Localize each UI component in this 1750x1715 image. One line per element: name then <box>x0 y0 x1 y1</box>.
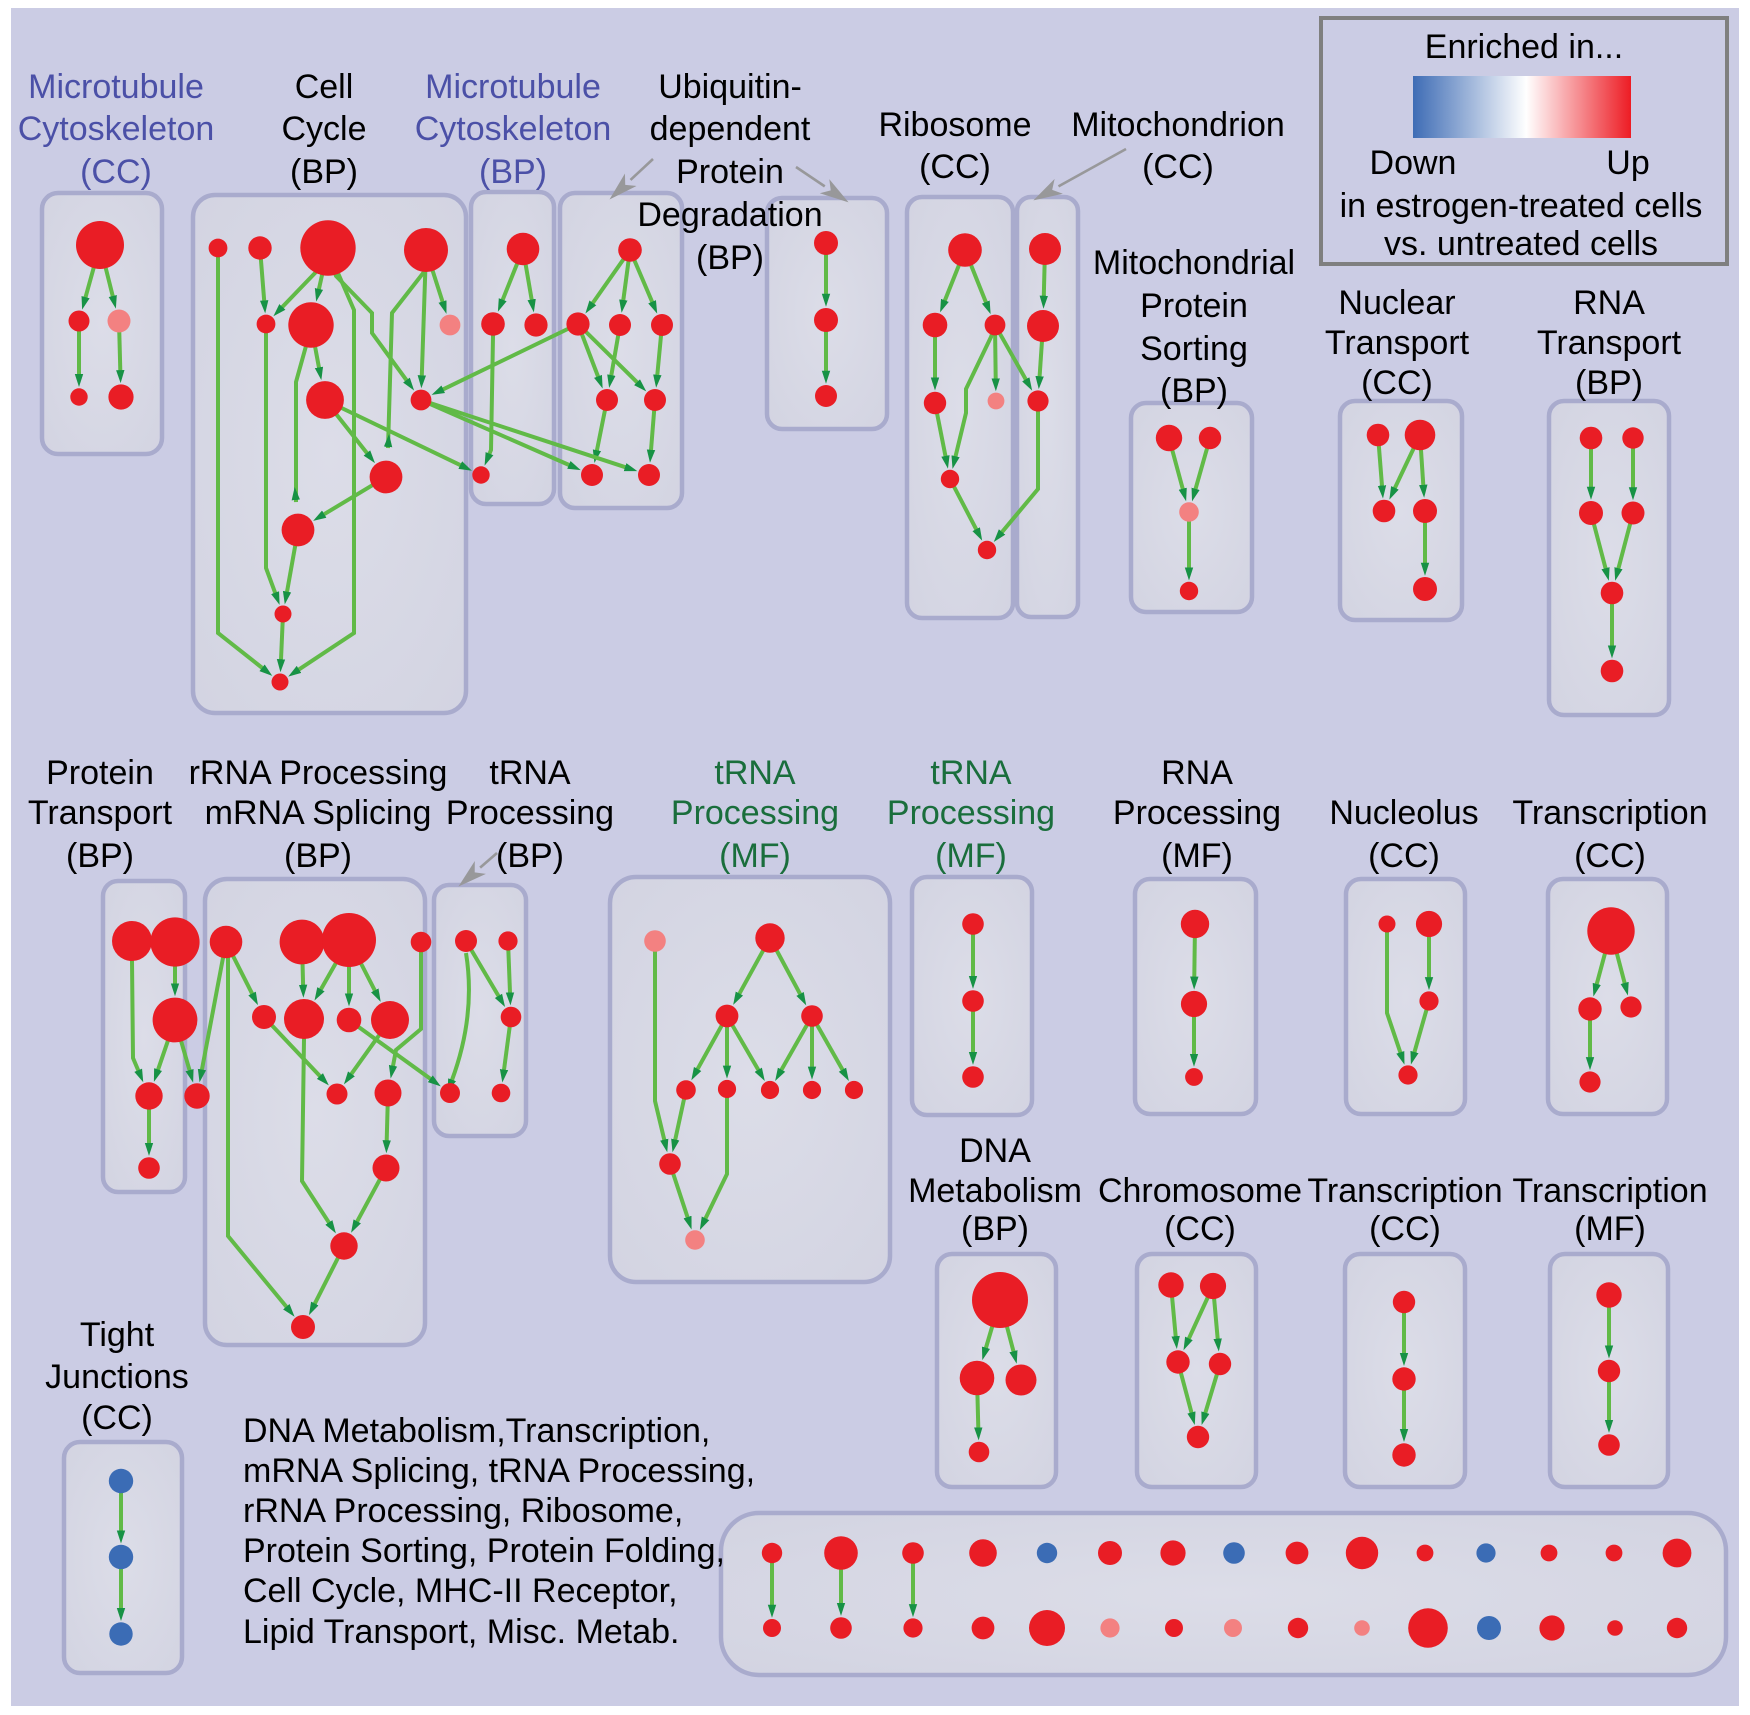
svg-text:in estrogen-treated cells: in estrogen-treated cells <box>1340 187 1703 225</box>
svg-text:Processing: Processing <box>671 794 839 832</box>
svg-text:Sorting: Sorting <box>1140 330 1248 368</box>
svg-text:(BP): (BP) <box>496 837 564 875</box>
svg-text:(MF): (MF) <box>1161 837 1233 875</box>
svg-text:Metabolism: Metabolism <box>908 1172 1082 1210</box>
svg-text:Nuclear: Nuclear <box>1338 284 1455 322</box>
svg-text:(MF): (MF) <box>719 837 791 875</box>
svg-text:Mitochondrion: Mitochondrion <box>1071 106 1285 144</box>
svg-text:(BP): (BP) <box>66 837 134 875</box>
svg-text:(CC): (CC) <box>1361 364 1433 402</box>
svg-text:(CC): (CC) <box>919 148 991 186</box>
svg-text:(CC): (CC) <box>81 1399 153 1437</box>
svg-text:(BP): (BP) <box>961 1210 1029 1248</box>
svg-text:rRNA Processing: rRNA Processing <box>189 754 448 792</box>
svg-text:(BP): (BP) <box>290 153 358 191</box>
svg-text:RNA: RNA <box>1161 754 1233 792</box>
svg-text:(MF): (MF) <box>935 837 1007 875</box>
svg-text:Down: Down <box>1370 144 1457 182</box>
svg-text:Cytoskeleton: Cytoskeleton <box>415 110 612 148</box>
svg-text:Cytoskeleton: Cytoskeleton <box>18 110 215 148</box>
svg-text:Processing: Processing <box>446 794 614 832</box>
svg-text:tRNA: tRNA <box>489 754 571 792</box>
svg-text:(CC): (CC) <box>1142 148 1214 186</box>
svg-text:Protein Sorting, Protein Foldi: Protein Sorting, Protein Folding, <box>243 1532 725 1570</box>
svg-text:Transport: Transport <box>1537 324 1682 362</box>
svg-text:(CC): (CC) <box>1368 837 1440 875</box>
svg-text:Processing: Processing <box>1113 794 1281 832</box>
svg-text:Nucleolus: Nucleolus <box>1329 794 1478 832</box>
svg-text:Degradation: Degradation <box>637 196 822 234</box>
svg-text:tRNA: tRNA <box>714 754 796 792</box>
svg-text:Mitochondrial: Mitochondrial <box>1093 244 1295 282</box>
svg-text:Protein: Protein <box>1140 287 1248 325</box>
svg-text:(CC): (CC) <box>1574 837 1646 875</box>
svg-text:Transcription: Transcription <box>1307 1172 1502 1210</box>
svg-text:tRNA: tRNA <box>930 754 1012 792</box>
svg-text:(BP): (BP) <box>284 837 352 875</box>
svg-text:(MF): (MF) <box>1574 1210 1646 1248</box>
svg-text:Transcription: Transcription <box>1512 1172 1707 1210</box>
svg-text:RNA: RNA <box>1573 284 1645 322</box>
svg-text:Transcription: Transcription <box>1512 794 1707 832</box>
svg-text:(BP): (BP) <box>1575 364 1643 402</box>
svg-text:Protein: Protein <box>46 754 154 792</box>
svg-text:Junctions: Junctions <box>45 1358 189 1396</box>
svg-text:Up: Up <box>1606 144 1649 182</box>
svg-text:Processing: Processing <box>887 794 1055 832</box>
svg-text:vs. untreated cells: vs. untreated cells <box>1384 225 1658 263</box>
svg-text:Transport: Transport <box>1325 324 1470 362</box>
svg-text:(CC): (CC) <box>1164 1210 1236 1248</box>
svg-text:Cell Cycle, MHC-II Receptor,: Cell Cycle, MHC-II Receptor, <box>243 1572 678 1610</box>
svg-text:(BP): (BP) <box>696 239 764 277</box>
svg-text:DNA: DNA <box>959 1132 1031 1170</box>
svg-text:dependent: dependent <box>650 110 811 148</box>
svg-text:Transport: Transport <box>28 794 173 832</box>
svg-text:Tight: Tight <box>80 1316 155 1354</box>
svg-text:rRNA Processing, Ribosome,: rRNA Processing, Ribosome, <box>243 1492 683 1530</box>
svg-text:(BP): (BP) <box>1160 372 1228 410</box>
svg-text:(CC): (CC) <box>80 153 152 191</box>
svg-text:Microtubule: Microtubule <box>28 68 204 106</box>
svg-text:mRNA Splicing: mRNA Splicing <box>205 794 432 832</box>
svg-text:Cell: Cell <box>295 68 354 106</box>
svg-text:Ubiquitin-: Ubiquitin- <box>658 68 802 106</box>
svg-text:Ribosome: Ribosome <box>878 106 1031 144</box>
svg-text:Protein: Protein <box>676 153 784 191</box>
svg-text:Enriched in...: Enriched in... <box>1425 28 1623 66</box>
svg-text:Cycle: Cycle <box>281 110 366 148</box>
svg-text:mRNA Splicing, tRNA Processing: mRNA Splicing, tRNA Processing, <box>243 1452 755 1490</box>
svg-text:Lipid Transport, Misc. Metab.: Lipid Transport, Misc. Metab. <box>243 1613 680 1651</box>
svg-text:(BP): (BP) <box>479 153 547 191</box>
svg-text:Microtubule: Microtubule <box>425 68 601 106</box>
svg-text:(CC): (CC) <box>1369 1210 1441 1248</box>
svg-text:Chromosome: Chromosome <box>1098 1172 1302 1210</box>
svg-text:DNA Metabolism,Transcription,: DNA Metabolism,Transcription, <box>243 1412 710 1450</box>
